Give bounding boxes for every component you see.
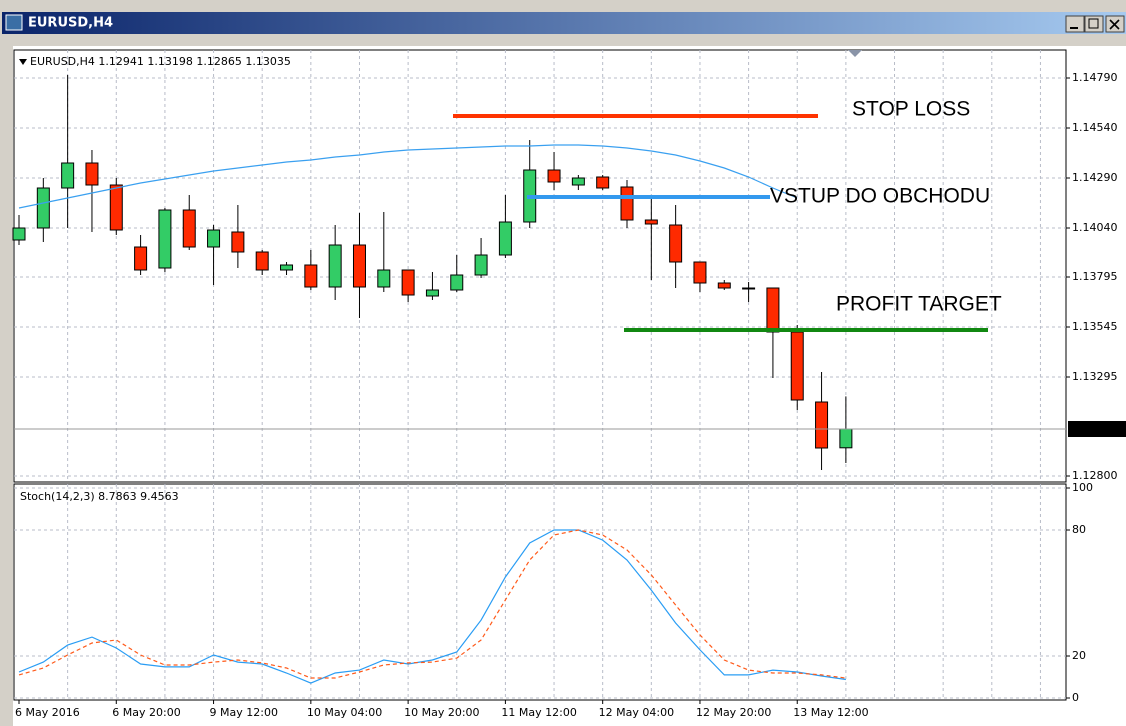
y-tick-label: 1.14290 bbox=[1072, 171, 1118, 184]
candle-body bbox=[304, 264, 318, 288]
y-tick-label: 1.13545 bbox=[1072, 320, 1118, 333]
candle-body bbox=[693, 261, 707, 284]
stoch-header: Stoch(14,2,3) 8.7863 9.4563 bbox=[20, 490, 179, 503]
title-bar bbox=[2, 12, 1126, 34]
candle-body bbox=[12, 227, 26, 241]
y-tick-label: 1.13295 bbox=[1072, 370, 1118, 383]
current-price-label: 1.13035 bbox=[1071, 422, 1117, 435]
candle-body bbox=[280, 264, 294, 271]
x-tick-label: 12 May 04:00 bbox=[599, 706, 674, 719]
candle-body bbox=[255, 251, 269, 271]
candle-body bbox=[401, 269, 415, 296]
x-tick-label: 6 May 2016 bbox=[15, 706, 80, 719]
candle-body bbox=[352, 244, 366, 288]
stoch-line bbox=[18, 529, 846, 679]
candle-body bbox=[571, 177, 585, 186]
marks bbox=[12, 75, 1066, 684]
y-tick-label: 1.14790 bbox=[1072, 71, 1118, 84]
candle-body bbox=[498, 221, 512, 256]
stoch-line bbox=[18, 529, 846, 684]
left-border bbox=[0, 46, 13, 726]
candle-body bbox=[644, 219, 658, 225]
grid bbox=[14, 50, 1066, 700]
close-icon bbox=[1109, 19, 1120, 30]
candle-body bbox=[207, 229, 221, 248]
moving-average-line bbox=[18, 144, 798, 209]
candle-body bbox=[815, 401, 829, 449]
candle-body bbox=[158, 209, 172, 269]
candle-body bbox=[547, 169, 561, 183]
current-price-box bbox=[1068, 421, 1126, 437]
y-tick-label: 1.13795 bbox=[1072, 270, 1118, 283]
candle-body bbox=[474, 254, 488, 276]
x-tick-label: 6 May 20:00 bbox=[112, 706, 180, 719]
x-tick-label: 12 May 20:00 bbox=[696, 706, 771, 719]
candle-body bbox=[61, 162, 75, 189]
candle-body bbox=[596, 176, 610, 189]
candle-body bbox=[717, 282, 731, 289]
x-tick-label: 10 May 04:00 bbox=[307, 706, 382, 719]
candle-body bbox=[109, 184, 123, 231]
candle-body bbox=[790, 331, 804, 401]
maximize-icon bbox=[1088, 18, 1099, 29]
y-tick-label: 1.14040 bbox=[1072, 221, 1118, 234]
stoch-panel bbox=[13, 483, 1067, 701]
candle-body bbox=[839, 428, 853, 449]
annotation-text: VSTUP DO OBCHODU bbox=[770, 185, 990, 208]
window-title: EURUSD,H4 bbox=[28, 16, 113, 31]
candle-body bbox=[36, 187, 50, 229]
candle-body bbox=[231, 231, 245, 253]
candle-body bbox=[450, 274, 464, 291]
candle-body bbox=[328, 244, 342, 288]
candle-body bbox=[425, 289, 439, 297]
y-tick-label: 1.14540 bbox=[1072, 121, 1118, 134]
candle-body bbox=[669, 224, 683, 263]
candle-body bbox=[182, 209, 196, 248]
candle-body bbox=[766, 287, 780, 333]
y-tick-label: 100 bbox=[1072, 481, 1093, 494]
window-controls bbox=[1065, 15, 1125, 33]
y-tick-label: 1.12800 bbox=[1072, 469, 1118, 482]
x-tick-label: 13 May 12:00 bbox=[793, 706, 868, 719]
x-tick-label: 10 May 20:00 bbox=[404, 706, 479, 719]
y-tick-label: 80 bbox=[1072, 523, 1086, 536]
price-header: EURUSD,H4 1.12941 1.13198 1.12865 1.1303… bbox=[30, 55, 291, 68]
candle-body bbox=[85, 162, 99, 186]
minimize-button[interactable] bbox=[1065, 15, 1085, 33]
maximize-button[interactable] bbox=[1084, 15, 1104, 33]
x-tick-label: 9 May 12:00 bbox=[210, 706, 278, 719]
candle-body bbox=[742, 287, 756, 290]
annotation-text: STOP LOSS bbox=[852, 98, 970, 121]
shift-marker bbox=[848, 50, 862, 57]
annotation-text: PROFIT TARGET bbox=[836, 293, 1002, 316]
y-tick-label: 20 bbox=[1072, 649, 1086, 662]
window-icon bbox=[5, 14, 23, 31]
candle-body bbox=[620, 186, 634, 221]
price-panel bbox=[13, 49, 1067, 483]
candle-body bbox=[134, 246, 148, 271]
header-arrow bbox=[19, 59, 27, 65]
y-tick-label: 0 bbox=[1072, 691, 1079, 704]
x-tick-label: 11 May 12:00 bbox=[501, 706, 576, 719]
candle-body bbox=[377, 269, 391, 288]
